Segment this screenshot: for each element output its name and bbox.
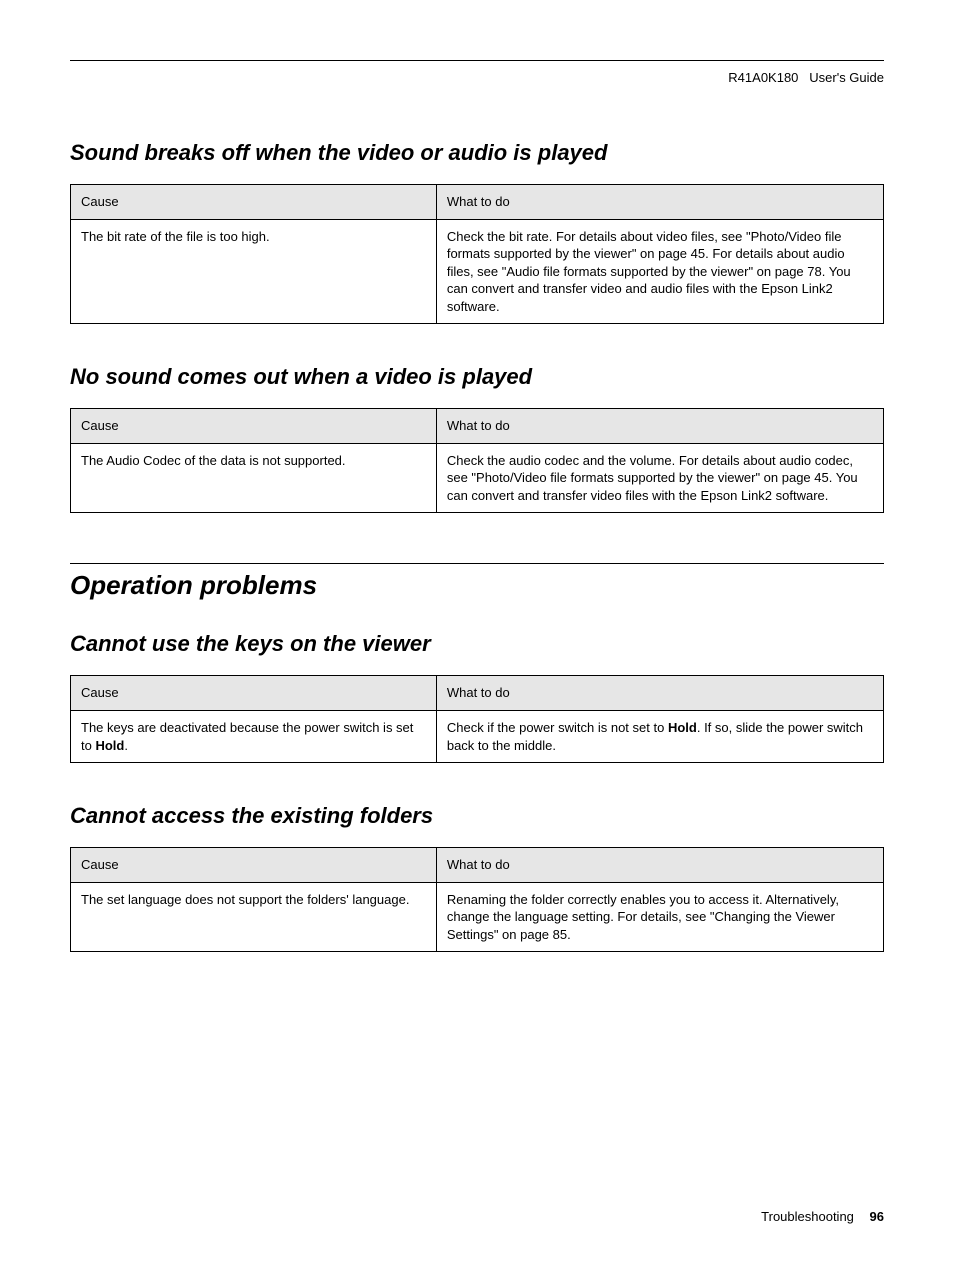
table-row: The Audio Codec of the data is not suppo… (71, 443, 884, 513)
cell-action: Check if the power switch is not set to … (436, 711, 883, 763)
cell-cause: The keys are deactivated because the pow… (71, 711, 437, 763)
cause-pre: The keys are deactivated because the pow… (81, 720, 413, 753)
table-cannot-use-keys: Cause What to do The keys are deactivate… (70, 675, 884, 763)
header-doc-id: R41A0K180 (728, 70, 798, 85)
page-content: Sound breaks off when the video or audio… (70, 140, 884, 952)
table-header-row: Cause What to do (71, 848, 884, 883)
page-footer: Troubleshooting 96 (761, 1209, 884, 1224)
cell-action: Renaming the folder correctly enables yo… (436, 882, 883, 952)
col-cause: Cause (71, 848, 437, 883)
header-rule (70, 60, 884, 61)
table-row: The bit rate of the file is too high. Ch… (71, 219, 884, 324)
col-action: What to do (436, 409, 883, 444)
col-action: What to do (436, 676, 883, 711)
table-no-sound: Cause What to do The Audio Codec of the … (70, 408, 884, 513)
cause-post: . (124, 738, 128, 753)
footer-section: Troubleshooting (761, 1209, 854, 1224)
cause-bold: Hold (95, 738, 124, 753)
table-header-row: Cause What to do (71, 409, 884, 444)
col-cause: Cause (71, 676, 437, 711)
cell-cause: The bit rate of the file is too high. (71, 219, 437, 324)
header-text: R41A0K180 User's Guide (728, 70, 884, 85)
section-heading-cannot-use-keys: Cannot use the keys on the viewer (70, 631, 884, 657)
col-action: What to do (436, 848, 883, 883)
table-row: The keys are deactivated because the pow… (71, 711, 884, 763)
col-action: What to do (436, 185, 883, 220)
col-cause: Cause (71, 185, 437, 220)
table-row: The set language does not support the fo… (71, 882, 884, 952)
cell-cause: The set language does not support the fo… (71, 882, 437, 952)
cell-action: Check the audio codec and the volume. Fo… (436, 443, 883, 513)
section-heading-cannot-access-folders: Cannot access the existing folders (70, 803, 884, 829)
section-heading-no-sound: No sound comes out when a video is playe… (70, 364, 884, 390)
header-guide: User's Guide (809, 70, 884, 85)
action-bold: Hold (668, 720, 697, 735)
table-header-row: Cause What to do (71, 676, 884, 711)
footer-page-number: 96 (870, 1209, 884, 1224)
cell-action: Check the bit rate. For details about vi… (436, 219, 883, 324)
section-heading-sound-breaks: Sound breaks off when the video or audio… (70, 140, 884, 166)
table-header-row: Cause What to do (71, 185, 884, 220)
action-pre: Check if the power switch is not set to (447, 720, 668, 735)
section-heading-operation-problems: Operation problems (70, 563, 884, 601)
table-cannot-access-folders: Cause What to do The set language does n… (70, 847, 884, 952)
table-sound-breaks: Cause What to do The bit rate of the fil… (70, 184, 884, 324)
cell-cause: The Audio Codec of the data is not suppo… (71, 443, 437, 513)
col-cause: Cause (71, 409, 437, 444)
